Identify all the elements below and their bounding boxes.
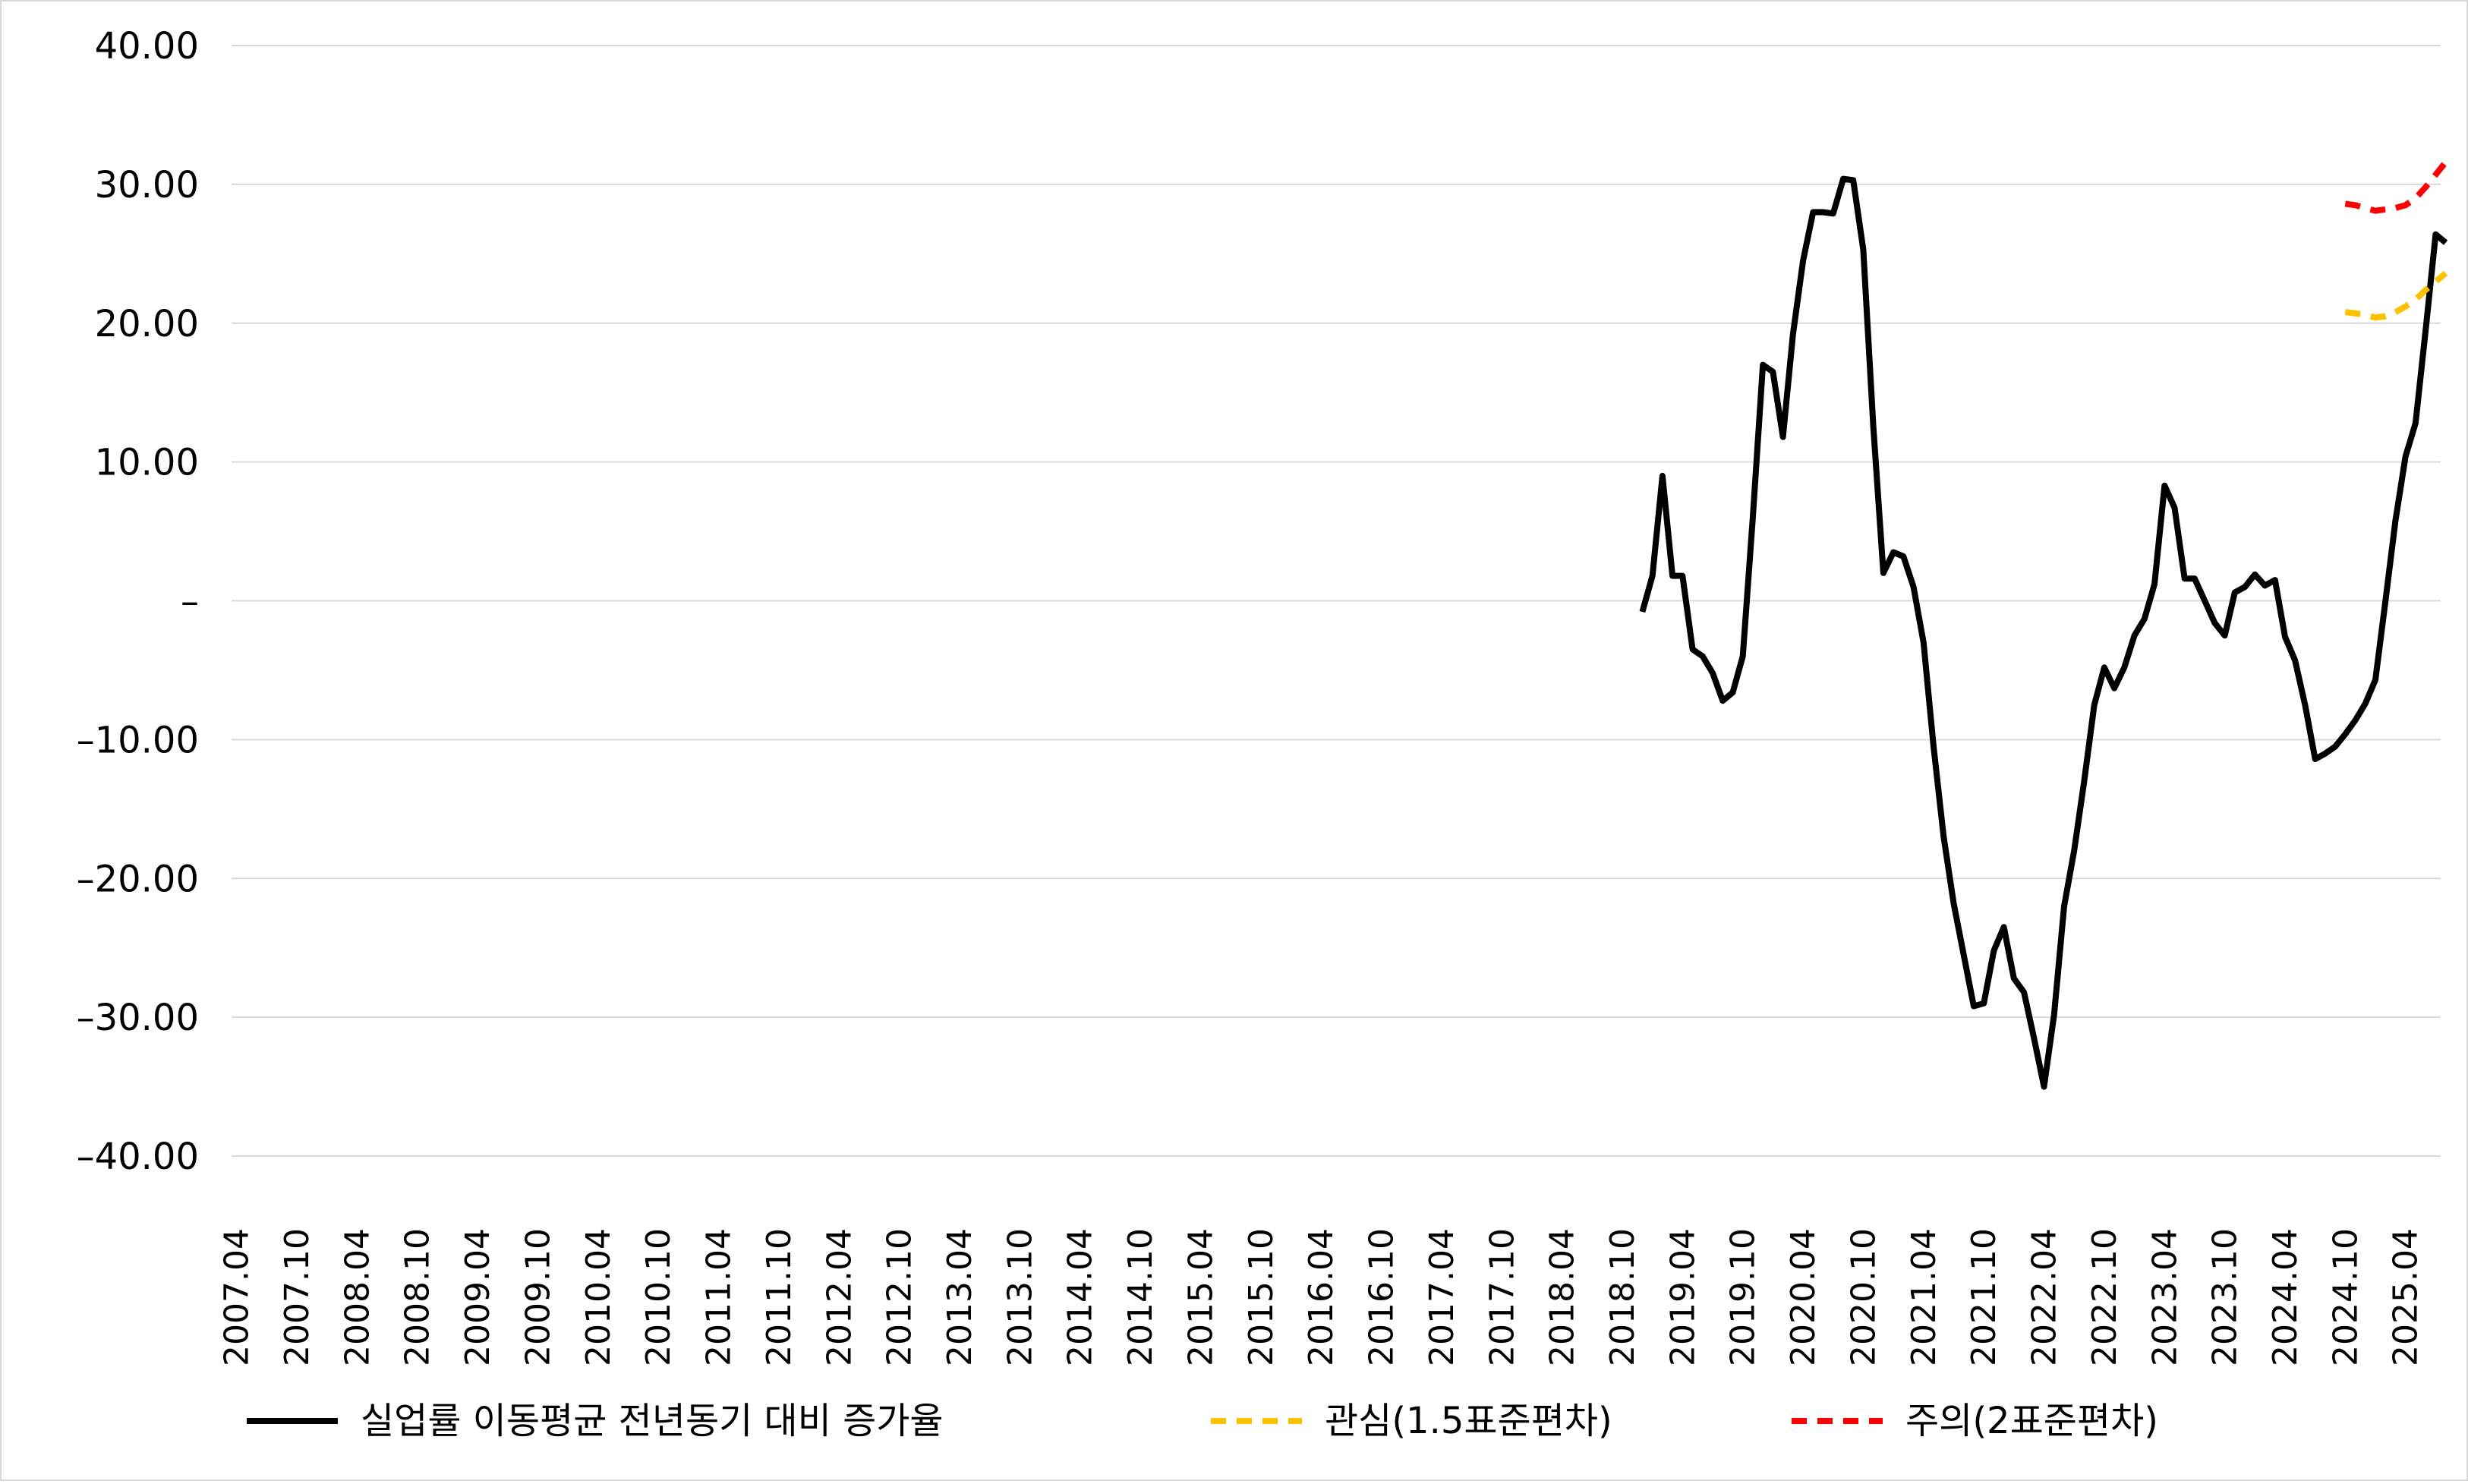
series-unemployment-line: [1639, 175, 2448, 1090]
y-tick-label: –10.00: [77, 719, 199, 761]
x-tick-label: 2022.10: [2085, 1228, 2124, 1366]
y-tick-label: –40.00: [77, 1136, 199, 1178]
legend-label-caution: 관심(1.5표준편차): [1325, 1400, 1612, 1442]
x-tick-label: 2016.04: [1302, 1228, 1341, 1366]
x-tick-label: 2021.04: [1905, 1228, 1943, 1366]
x-tick-label: 2014.04: [1061, 1228, 1100, 1366]
x-tick-label: 2007.04: [218, 1228, 257, 1366]
x-tick-label: 2012.10: [881, 1228, 919, 1366]
x-tick-label: 2010.10: [639, 1228, 678, 1366]
x-axis-ticks: 2007.04 2007.10 2008.04 2008.10 2009.04 2009.…: [218, 1228, 2425, 1366]
x-tick-label: 2023.10: [2206, 1228, 2245, 1366]
x-tick-label: 2007.10: [278, 1228, 317, 1366]
legend-label-unemployment: 실업률 이동평균 전년동기 대비 증가율: [361, 1400, 944, 1442]
x-tick-label: 2018.10: [1603, 1228, 1642, 1366]
x-tick-label: 2022.04: [2025, 1228, 2064, 1366]
x-tick-label: 2021.10: [1965, 1228, 2003, 1366]
x-tick-label: 2020.10: [1844, 1228, 1883, 1366]
x-tick-label: 2019.10: [1724, 1228, 1763, 1366]
x-tick-label: 2009.04: [459, 1228, 497, 1366]
y-axis-ticks: 40.00 30.00 20.00 10.00 – –10.00 –20.00 –30.00 –…: [77, 25, 199, 1178]
x-tick-label: 2013.10: [1001, 1228, 1039, 1366]
gridlines: [232, 45, 2441, 1157]
x-tick-label: 2011.04: [700, 1228, 739, 1366]
y-tick-label: –20.00: [77, 858, 199, 900]
y-tick-label: 30.00: [95, 164, 199, 206]
y-tick-label: 20.00: [95, 303, 199, 345]
x-tick-label: 2016.10: [1363, 1228, 1401, 1366]
x-tick-label: 2017.10: [1483, 1228, 1521, 1366]
x-tick-label: 2013.04: [941, 1228, 979, 1366]
x-tick-label: 2008.04: [338, 1228, 377, 1366]
legend: 실업률 이동평균 전년동기 대비 증가율 관심(1.5표준편차) 주의(2표준편…: [247, 1400, 2158, 1442]
x-tick-label: 2024.10: [2326, 1228, 2365, 1366]
x-tick-label: 2009.10: [519, 1228, 557, 1366]
legend-label-warning: 주의(2표준편차): [1905, 1400, 2158, 1442]
x-tick-label: 2024.04: [2266, 1228, 2305, 1366]
x-tick-label: 2015.04: [1181, 1228, 1220, 1366]
x-tick-label: 2020.04: [1784, 1228, 1823, 1366]
x-tick-label: 2025.04: [2387, 1228, 2425, 1366]
x-tick-label: 2014.10: [1121, 1228, 1160, 1366]
series-caution-line: [2344, 270, 2448, 321]
series-lines: [1639, 160, 2448, 1090]
x-tick-label: 2023.04: [2145, 1228, 2184, 1366]
y-tick-label: –30.00: [77, 997, 199, 1039]
x-tick-label: 2011.10: [760, 1228, 799, 1366]
y-tick-label: 40.00: [95, 25, 199, 68]
x-tick-label: 2008.10: [399, 1228, 437, 1366]
x-tick-label: 2015.10: [1242, 1228, 1281, 1366]
x-tick-label: 2017.04: [1423, 1228, 1461, 1366]
x-tick-label: 2012.04: [820, 1228, 859, 1366]
x-tick-label: 2010.04: [579, 1228, 618, 1366]
y-tick-label: –: [181, 581, 199, 623]
x-tick-label: 2018.04: [1543, 1228, 1582, 1366]
y-tick-label: 10.00: [95, 442, 199, 484]
x-tick-label: 2019.04: [1663, 1228, 1702, 1366]
